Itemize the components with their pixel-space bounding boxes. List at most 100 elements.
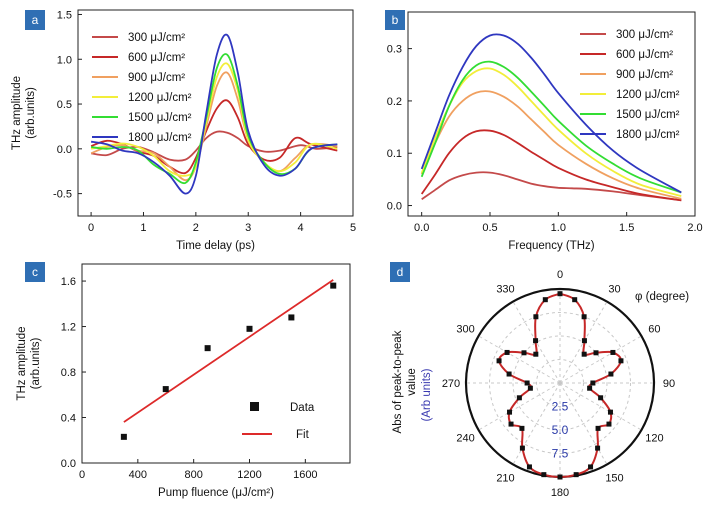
legend-label: 1500 μJ/cm² xyxy=(128,112,192,124)
y-tick-label: 1.2 xyxy=(61,322,76,334)
polar-data-point xyxy=(610,349,616,355)
series-line-5 xyxy=(420,60,682,194)
angle-tick-label: 0 xyxy=(557,269,563,281)
series-line-6 xyxy=(90,33,338,195)
radial-tick-label: 5.0 xyxy=(552,423,569,437)
y-axis-label: THz amplitude xyxy=(16,326,28,400)
radial-tick-label: 7.5 xyxy=(552,447,569,461)
angle-tick-label: 270 xyxy=(442,378,460,390)
polar-data-point xyxy=(504,349,510,355)
legend-label: Data xyxy=(290,402,315,414)
data-point xyxy=(204,345,211,352)
series-line-5 xyxy=(90,53,338,185)
chart-panel-b: 0.0 0.5 1.0 1.5 2.0 0.0 0.1 0.2 0.3 Frequency (TH… xyxy=(387,11,703,252)
series-line-6 xyxy=(420,33,682,194)
x-tick-label: 0 xyxy=(88,222,94,234)
angle-tick-label: 30 xyxy=(608,284,620,296)
polar-spoke xyxy=(559,382,608,465)
legend-swatch-data xyxy=(250,402,259,411)
radial-tick-label: 2.5 xyxy=(552,400,569,414)
y-axis-label: (arb.units) xyxy=(25,87,37,139)
legend-label: 1800 μJ/cm² xyxy=(616,129,680,141)
polar-data-point xyxy=(581,314,587,320)
y-tick-label: 0.1 xyxy=(387,148,402,160)
panel-badge: a xyxy=(25,10,45,30)
polar-data-point xyxy=(524,380,530,386)
x-tick-label: 5 xyxy=(350,222,356,234)
legend-label: 1800 μJ/cm² xyxy=(128,132,192,144)
polar-data-point xyxy=(618,358,624,364)
polar-data-point xyxy=(573,472,579,478)
series-line-3 xyxy=(420,90,682,200)
y-tick-label: 0.3 xyxy=(387,44,402,56)
x-tick-label: 2.0 xyxy=(687,222,702,234)
angle-axis-label: φ (degree) xyxy=(635,291,689,303)
polar-data-point xyxy=(506,371,512,377)
angle-tick-label: 150 xyxy=(605,472,623,484)
x-tick-label: 3 xyxy=(245,222,251,234)
x-tick-label: 0 xyxy=(79,469,85,481)
data-point xyxy=(330,282,337,289)
legend-label: 900 μJ/cm² xyxy=(616,69,673,81)
polar-data-point xyxy=(572,297,578,303)
panel-badge: c xyxy=(25,262,45,282)
plot-frame xyxy=(77,9,354,217)
panel-badge-box xyxy=(25,262,45,282)
polar-data-point xyxy=(590,380,596,386)
radial-axis-label: Abs of peak-to-peak xyxy=(392,330,404,433)
polar-data-point xyxy=(595,445,601,451)
plot-frame xyxy=(407,11,696,217)
polar-data-point xyxy=(606,421,612,427)
series-line-4 xyxy=(90,62,338,177)
panel-badge-label: d xyxy=(397,265,404,279)
y-tick-label: 0.4 xyxy=(61,413,76,425)
x-tick-label: 1.5 xyxy=(619,222,634,234)
fit-line xyxy=(123,279,334,423)
angle-tick-label: 240 xyxy=(456,433,474,445)
data-point xyxy=(120,433,127,440)
polar-data-point xyxy=(587,385,593,391)
y-tick-label: 1.6 xyxy=(61,276,76,288)
polar-data-point xyxy=(526,464,532,470)
legend-label: 300 μJ/cm² xyxy=(128,32,185,44)
radial-axis-label: value xyxy=(406,368,418,396)
panel-badge-label: c xyxy=(32,265,38,279)
polar-spoke xyxy=(478,382,561,431)
x-tick-label: 2 xyxy=(193,222,199,234)
polar-data-point xyxy=(557,291,563,297)
polar-data-point xyxy=(607,409,613,415)
polar-data-point xyxy=(598,395,604,401)
polar-data-point xyxy=(608,371,614,377)
polar-spoke xyxy=(559,301,608,384)
polar-data-point xyxy=(542,297,548,303)
polar-data-point xyxy=(533,314,539,320)
x-tick-label: 4 xyxy=(298,222,304,234)
angle-tick-label: 300 xyxy=(456,324,474,336)
polar-data-point xyxy=(593,350,599,356)
polar-grid-circle xyxy=(536,359,584,407)
y-tick-label: 1.0 xyxy=(57,54,72,66)
panel-badge-label: b xyxy=(392,13,399,27)
x-tick-label: 1600 xyxy=(293,469,317,481)
polar-data-point xyxy=(496,358,502,364)
data-point xyxy=(162,386,169,393)
panel-badge: d xyxy=(390,262,410,282)
polar-spoke xyxy=(512,382,561,465)
legend-label: 900 μJ/cm² xyxy=(128,72,185,84)
legend-label: 1500 μJ/cm² xyxy=(616,109,680,121)
legend-label: Fit xyxy=(296,429,310,441)
x-axis-label: Time delay (ps) xyxy=(176,240,255,252)
x-tick-label: 1.0 xyxy=(551,222,566,234)
data-point xyxy=(246,325,253,332)
angle-tick-label: 60 xyxy=(648,324,660,336)
x-axis-label: Pump fluence (μJ/cm²) xyxy=(158,487,274,499)
angle-tick-label: 180 xyxy=(551,487,569,499)
polar-data-point xyxy=(588,464,594,470)
legend-label: 300 μJ/cm² xyxy=(616,29,673,41)
y-tick-label: 0.8 xyxy=(61,367,76,379)
angle-tick-label: 330 xyxy=(496,284,514,296)
polar-data-point xyxy=(557,474,563,480)
angle-tick-label: 210 xyxy=(496,472,514,484)
legend-label: 600 μJ/cm² xyxy=(616,49,673,61)
